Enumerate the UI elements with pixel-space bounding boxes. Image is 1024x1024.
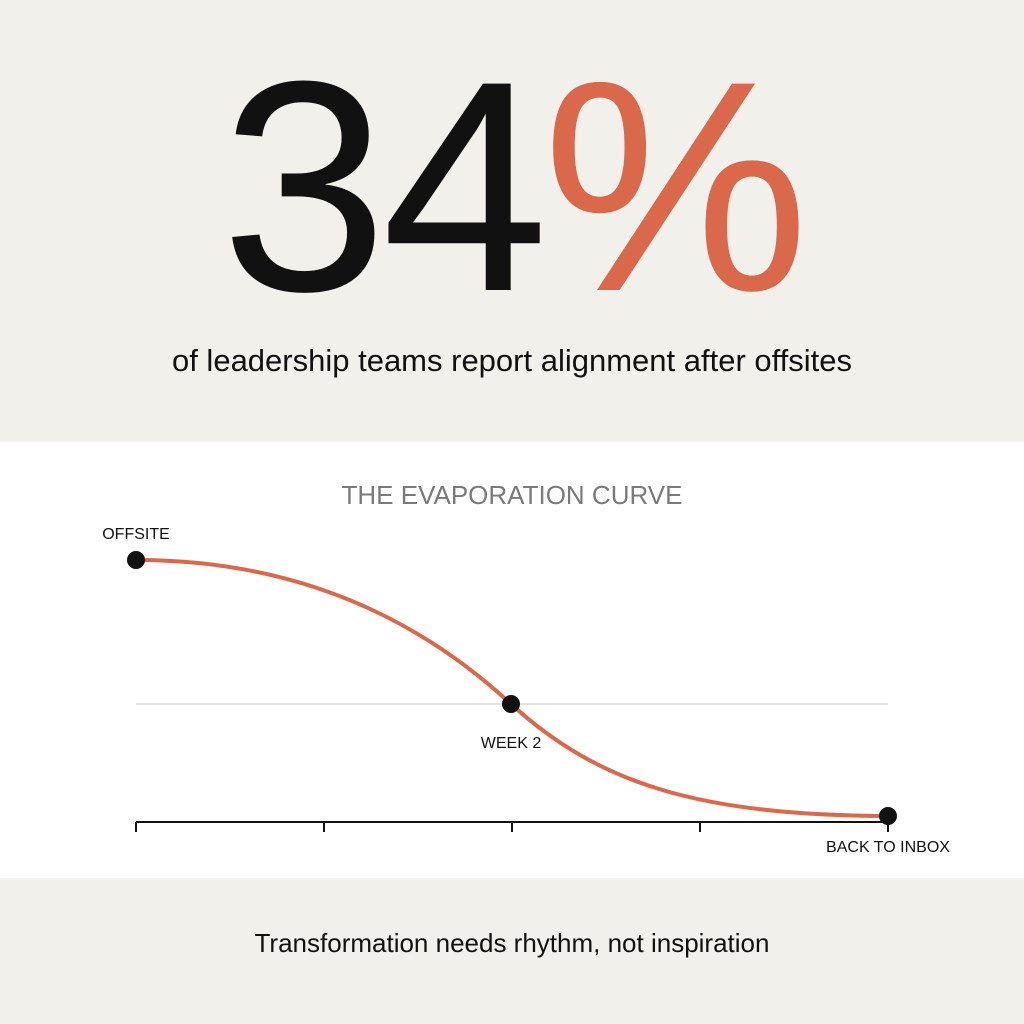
point	[879, 807, 897, 825]
point-label: BACK TO INBOX	[826, 839, 950, 856]
headline-number: 34	[221, 18, 543, 354]
footer-text: Transformation needs rhythm, not inspira…	[255, 928, 770, 958]
footer-panel	[0, 878, 1024, 1024]
headline-caption: of leadership teams report alignment aft…	[172, 343, 852, 378]
axis-ticks	[135, 822, 889, 832]
point-label: WEEK 2	[481, 735, 542, 752]
chart-panel	[0, 442, 1024, 878]
point	[502, 695, 520, 713]
top-panel	[0, 0, 1024, 442]
point-label: OFFSITE	[102, 526, 170, 543]
headline-symbol: %	[542, 18, 803, 354]
point	[127, 551, 145, 569]
curve-title: THE EVAPORATION CURVE	[342, 480, 683, 510]
headline-stat: 34%	[221, 18, 803, 354]
